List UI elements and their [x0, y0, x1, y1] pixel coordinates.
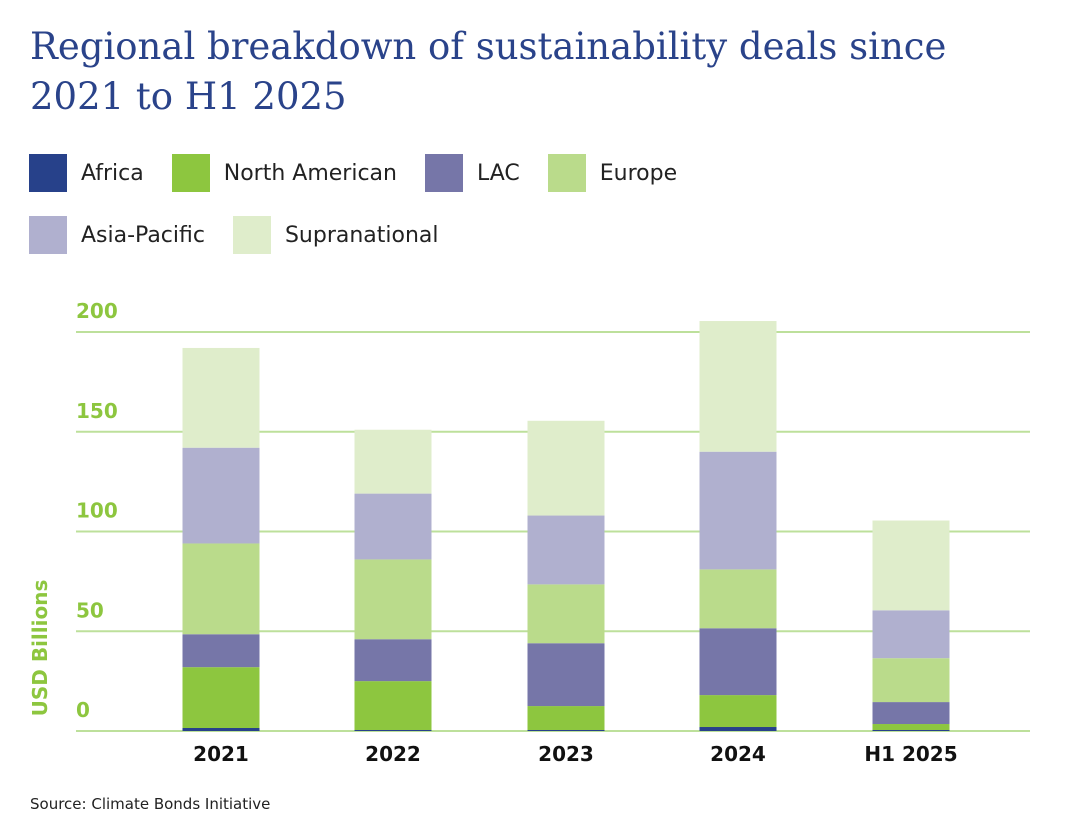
y-axis-label: USD Billions — [28, 580, 52, 717]
y-axis-ticks: 0 50 100 150 200 — [76, 299, 118, 722]
bar-segment-africa — [527, 730, 605, 731]
legend-item-lac: LAC — [424, 154, 520, 192]
bar-segment-supranational — [527, 420, 605, 516]
legend-swatch — [547, 154, 586, 192]
bar-segment-asia-pacific — [872, 610, 950, 659]
bar-segment-europe — [699, 569, 777, 629]
legend-row-1: Africa North American LAC Europe — [29, 153, 749, 193]
legend-item-north-american: North American — [171, 154, 397, 192]
stacked-bar-chart: 0 50 100 150 200 2021 2022 2023 2024 H1 2025 USD… — [28, 299, 1030, 766]
bar-segment-africa — [699, 727, 777, 731]
bar-segment-europe — [872, 658, 950, 703]
legend-swatch — [171, 154, 210, 192]
bar-segment-lac — [872, 702, 950, 725]
x-tick-label: 2024 — [710, 742, 766, 766]
bar-segment-north-american — [527, 706, 605, 731]
bar-segment-asia-pacific — [354, 493, 432, 560]
legend-item-supranational: Supranational — [232, 216, 439, 254]
legend-label: North American — [223, 160, 397, 186]
x-tick-label: 2021 — [193, 742, 249, 766]
bar-segment-lac — [527, 643, 605, 707]
legend-label: Africa — [81, 160, 144, 186]
bar-segment-africa — [872, 730, 950, 731]
legend-label: Europe — [599, 160, 678, 186]
bar-stack — [527, 420, 605, 731]
bar-segment-north-american — [354, 681, 432, 731]
y-tick-label: 150 — [76, 399, 118, 423]
legend-swatch — [29, 154, 67, 192]
bar-segment-north-american — [182, 667, 260, 729]
bar-segment-europe — [354, 559, 432, 640]
x-tick-label: H1 2025 — [864, 742, 957, 766]
y-tick-label: 0 — [76, 698, 90, 722]
bar-segment-europe — [182, 543, 260, 635]
legend-label: LAC — [476, 160, 520, 186]
bar-stack — [699, 321, 777, 731]
bar-segment-north-american — [699, 695, 777, 728]
bars — [182, 321, 950, 731]
bar-segment-asia-pacific — [182, 447, 260, 544]
legend-swatch — [424, 154, 463, 192]
bar-segment-supranational — [182, 347, 260, 448]
y-tick-label: 50 — [76, 598, 104, 622]
x-axis-ticks: 2021 2022 2023 2024 H1 2025 — [193, 742, 957, 766]
bar-segment-africa — [354, 730, 432, 731]
bar-segment-lac — [182, 634, 260, 668]
legend-item-asia-pacific: Asia-Pacific — [29, 216, 205, 254]
bar-segment-asia-pacific — [527, 515, 605, 585]
legend-label: Asia-Pacific — [81, 222, 205, 248]
legend-swatch — [232, 216, 271, 254]
legend-swatch — [29, 216, 67, 254]
bar-segment-supranational — [699, 321, 777, 452]
legend-label: Supranational — [284, 222, 439, 248]
x-tick-label: 2022 — [365, 742, 421, 766]
legend-item-africa: Africa — [29, 154, 144, 192]
bar-stack — [182, 347, 260, 731]
bar-segment-lac — [354, 639, 432, 682]
bar-segment-lac — [699, 628, 777, 696]
bar-segment-asia-pacific — [699, 451, 777, 570]
bar-stack — [354, 429, 432, 731]
y-tick-label: 200 — [76, 299, 118, 323]
bar-segment-supranational — [354, 429, 432, 494]
source-note: Source: Climate Bonds Initiative — [30, 795, 271, 813]
legend-item-europe: Europe — [547, 154, 678, 192]
x-tick-label: 2023 — [538, 742, 594, 766]
bar-segment-north-american — [872, 724, 950, 731]
bar-segment-africa — [182, 728, 260, 731]
legend: Africa North American LAC Europe Asia-Pa… — [29, 153, 749, 277]
bar-segment-europe — [527, 584, 605, 644]
bar-segment-supranational — [872, 520, 950, 611]
y-tick-label: 100 — [76, 499, 118, 523]
chart-title: Regional breakdown of sustainability dea… — [30, 25, 947, 118]
bar-stack — [872, 520, 950, 731]
legend-row-2: Asia-Pacific Supranational — [29, 215, 749, 255]
